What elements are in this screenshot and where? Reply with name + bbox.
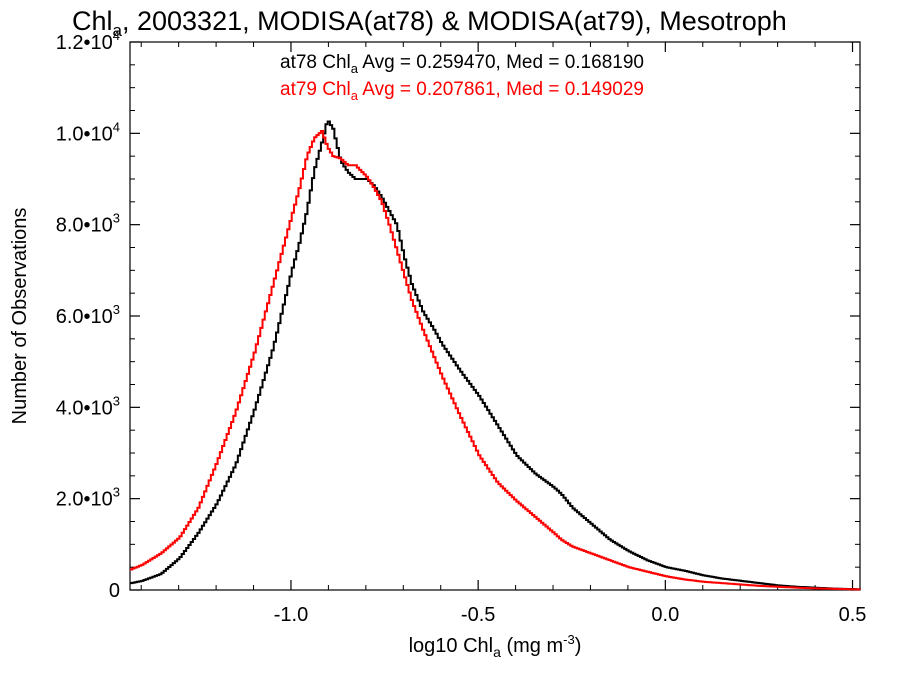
y-tick-exponent: 3 xyxy=(113,393,120,408)
stats-line-at79: at79 Chla Avg = 0.207861, Med = 0.149029 xyxy=(280,79,644,103)
title-subscript: a xyxy=(113,21,123,40)
chart-title: Chla, 2003321, MODISA(at78) & MODISA(at7… xyxy=(72,6,787,40)
x-axis-ticks: -1.0 -0.5 0.0 0.5 xyxy=(140,42,867,626)
x-tick-label: -0.5 xyxy=(461,604,495,626)
stats-at79-post: Avg = 0.207861, Med = 0.149029 xyxy=(358,79,644,100)
xlabel-superscript: -3 xyxy=(563,632,575,647)
x-axis-label: log10 Chla (mg m-3) xyxy=(409,632,582,660)
series-line-at78 xyxy=(130,120,861,591)
x-tick-label: 0.0 xyxy=(651,604,679,626)
stats-at78-sub: a xyxy=(351,61,359,76)
stats-at79-sub: a xyxy=(351,88,359,103)
y-tick-exponent: 4 xyxy=(113,28,120,43)
y-tick-mantissa: 8.0•10 xyxy=(56,215,113,237)
x-tick-label: -1.0 xyxy=(274,604,308,626)
y-tick-label: 1.2•104 xyxy=(56,28,120,54)
y-tick-label: 0 xyxy=(109,580,120,602)
y-tick-exponent: 4 xyxy=(113,119,120,134)
y-tick-exponent: 3 xyxy=(113,302,120,317)
series-line-at79 xyxy=(130,130,861,591)
xlabel-suffix: ) xyxy=(575,635,582,657)
title-prefix: Chl xyxy=(72,6,113,36)
y-tick-exponent: 3 xyxy=(113,211,120,226)
xlabel-prefix: log10 Chl xyxy=(409,635,494,657)
series-group xyxy=(130,120,861,591)
stats-at78-post: Avg = 0.259470, Med = 0.168190 xyxy=(358,52,644,73)
y-tick-label: 1.0•104 xyxy=(56,119,120,145)
stats-line-at78: at78 Chla Avg = 0.259470, Med = 0.168190 xyxy=(280,52,644,76)
y-tick-mantissa: 4.0•10 xyxy=(56,397,113,419)
y-tick-label: 4.0•103 xyxy=(56,393,120,419)
y-tick-mantissa: 6.0•10 xyxy=(56,306,113,328)
y-tick-exponent: 3 xyxy=(113,485,120,500)
y-tick-label: 6.0•103 xyxy=(56,302,120,328)
y-tick-mantissa: 0 xyxy=(109,580,120,602)
y-axis-label: Number of Observations xyxy=(9,208,31,425)
y-tick-label: 2.0•103 xyxy=(56,485,120,511)
plot-frame xyxy=(129,41,861,591)
x-tick-label: 0.5 xyxy=(839,604,867,626)
y-tick-mantissa: 1.0•10 xyxy=(56,123,113,145)
stats-at79-pre: at79 Chl xyxy=(280,79,351,100)
y-tick-label: 8.0•103 xyxy=(56,211,120,237)
xlabel-subscript: a xyxy=(493,644,501,660)
xlabel-mid: (mg m xyxy=(501,635,563,657)
y-tick-mantissa: 2.0•10 xyxy=(56,489,113,511)
title-rest: , 2003321, MODISA(at78) & MODISA(at79), … xyxy=(122,6,787,36)
y-tick-mantissa: 1.2•10 xyxy=(56,32,113,54)
stats-at78-pre: at78 Chl xyxy=(280,52,351,73)
y-axis-ticks: 02.0•1034.0•1036.0•1038.0•1031.0•1041.2•… xyxy=(56,28,860,602)
